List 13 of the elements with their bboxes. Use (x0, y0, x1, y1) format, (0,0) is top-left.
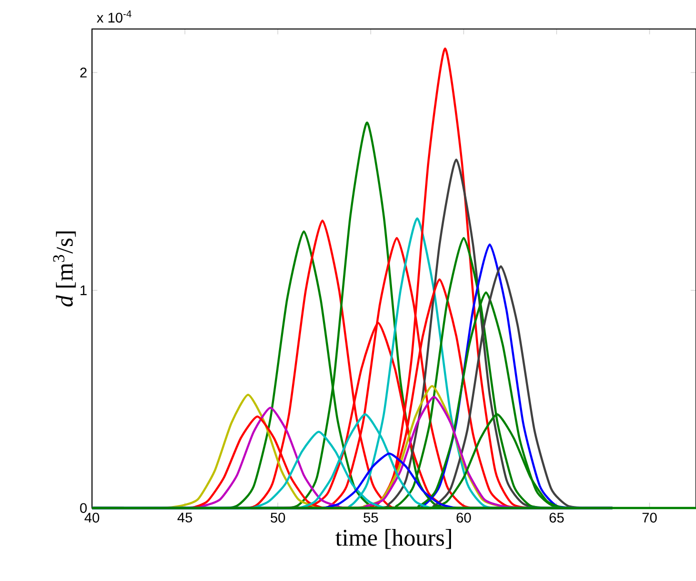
x-tick-label: 50 (270, 512, 286, 523)
x-tick-label: 60 (456, 512, 471, 523)
x-tick-label: 45 (177, 512, 192, 522)
y-axis-title: d [m$^{3}$/s] (53, 232, 76, 307)
text: x 10$^{-4}$ (96, 10, 132, 23)
y-tick-label: 2 (80, 68, 87, 78)
y-tick-label: 1 (80, 285, 87, 296)
y-tick-label: 0 (80, 503, 87, 513)
x-tick-label: 65 (550, 512, 564, 523)
x-tick-label: 70 (642, 512, 657, 523)
x-tick-label: 55 (364, 512, 378, 522)
x-axis-title: time [hours] (335, 529, 452, 549)
x-tick-label: 40 (84, 512, 100, 523)
